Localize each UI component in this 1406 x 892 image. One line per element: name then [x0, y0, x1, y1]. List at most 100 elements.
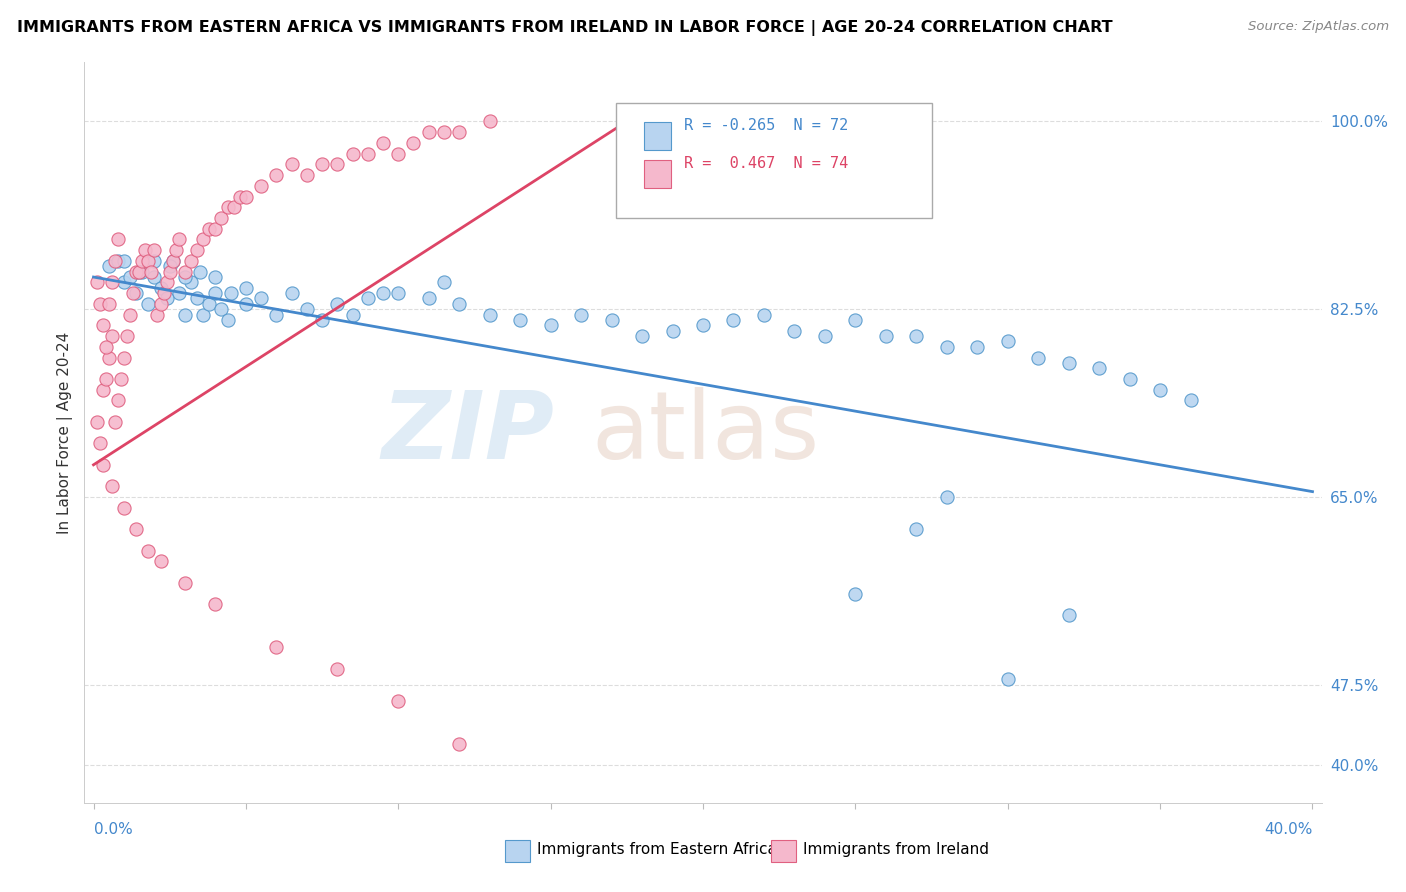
Point	[1088, 361, 1111, 376]
Point	[478, 308, 501, 322]
Point	[94, 372, 117, 386]
Point	[540, 318, 562, 333]
Point	[997, 673, 1019, 687]
Point	[162, 254, 184, 268]
Point	[167, 286, 190, 301]
Point	[198, 297, 221, 311]
Point	[86, 276, 108, 290]
Point	[1118, 372, 1140, 386]
Point	[149, 281, 172, 295]
Point	[752, 308, 775, 322]
Text: 40.0%: 40.0%	[1264, 822, 1312, 837]
Point	[122, 286, 145, 301]
Point	[723, 313, 745, 327]
Point	[326, 157, 349, 171]
Point	[1149, 383, 1171, 397]
Point	[217, 313, 239, 327]
Point	[167, 232, 190, 246]
Point	[387, 146, 409, 161]
Point	[433, 125, 456, 139]
Point	[387, 694, 409, 708]
Text: ZIP: ZIP	[381, 386, 554, 479]
Point	[125, 522, 148, 536]
Point	[162, 254, 184, 268]
Point	[311, 157, 333, 171]
Point	[91, 318, 114, 333]
Point	[198, 221, 221, 235]
Point	[418, 125, 440, 139]
Point	[342, 308, 364, 322]
Point	[217, 200, 239, 214]
Point	[101, 329, 124, 343]
Point	[266, 168, 288, 182]
Point	[966, 340, 988, 354]
Point	[204, 597, 226, 611]
Point	[89, 436, 111, 450]
Point	[156, 292, 179, 306]
Point	[120, 308, 142, 322]
Point	[174, 575, 197, 590]
Point	[229, 189, 252, 203]
Point	[104, 415, 127, 429]
Point	[128, 265, 150, 279]
Point	[661, 324, 683, 338]
Point	[326, 297, 349, 311]
Point	[935, 490, 957, 504]
Text: R =  0.467  N = 74: R = 0.467 N = 74	[685, 156, 849, 171]
Point	[107, 393, 129, 408]
Point	[149, 297, 172, 311]
Point	[326, 662, 349, 676]
Point	[101, 276, 124, 290]
Text: IMMIGRANTS FROM EASTERN AFRICA VS IMMIGRANTS FROM IRELAND IN LABOR FORCE | AGE 2: IMMIGRANTS FROM EASTERN AFRICA VS IMMIGR…	[17, 20, 1112, 36]
Point	[478, 114, 501, 128]
Point	[86, 415, 108, 429]
Text: Immigrants from Eastern Africa: Immigrants from Eastern Africa	[537, 842, 778, 857]
Point	[120, 270, 142, 285]
Point	[89, 297, 111, 311]
Point	[402, 136, 425, 150]
Point	[371, 136, 394, 150]
Point	[180, 276, 202, 290]
Point	[449, 125, 471, 139]
Point	[152, 286, 174, 301]
Point	[141, 265, 163, 279]
Point	[180, 254, 202, 268]
Point	[204, 221, 226, 235]
Point	[193, 232, 215, 246]
Point	[104, 254, 127, 268]
Point	[128, 265, 150, 279]
Point	[235, 281, 257, 295]
Point	[418, 292, 440, 306]
Point	[357, 146, 380, 161]
Point	[174, 265, 197, 279]
Point	[311, 313, 333, 327]
Point	[204, 286, 226, 301]
Point	[204, 270, 226, 285]
Point	[266, 640, 288, 655]
Point	[101, 479, 124, 493]
Point	[600, 313, 623, 327]
Point	[235, 189, 257, 203]
Point	[266, 308, 288, 322]
Point	[107, 254, 129, 268]
Point	[138, 543, 160, 558]
Point	[115, 329, 138, 343]
Point	[138, 254, 160, 268]
Point	[138, 297, 160, 311]
Point	[357, 292, 380, 306]
Point	[91, 383, 114, 397]
Point	[112, 276, 135, 290]
Text: R = -0.265  N = 72: R = -0.265 N = 72	[685, 118, 849, 133]
Point	[97, 260, 120, 274]
Point	[235, 297, 257, 311]
Point	[997, 334, 1019, 349]
Point	[1057, 356, 1080, 370]
Point	[1026, 351, 1049, 365]
Point	[159, 260, 181, 274]
Point	[186, 244, 208, 258]
Point	[250, 292, 273, 306]
Point	[295, 302, 318, 317]
Point	[1180, 393, 1202, 408]
Point	[250, 178, 273, 193]
Point	[174, 270, 197, 285]
